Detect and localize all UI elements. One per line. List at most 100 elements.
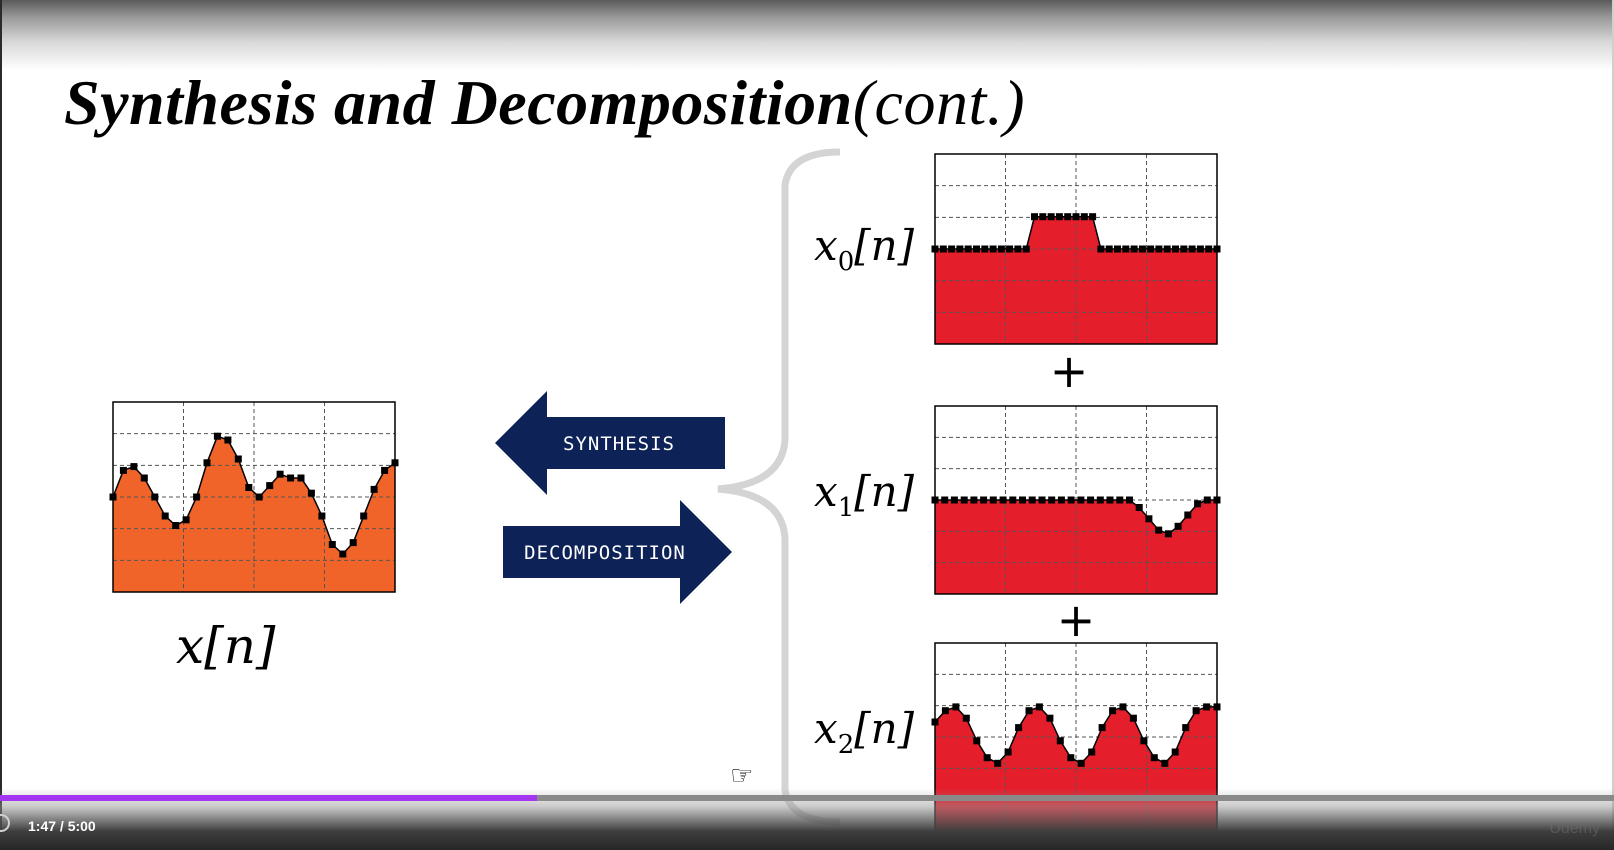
plot-x0-sample-marker xyxy=(1105,245,1113,253)
plot-x1-sample-marker xyxy=(1155,526,1163,534)
slide-title: Synthesis and Decomposition(cont.) xyxy=(64,66,1025,140)
plot-x-sample-marker xyxy=(255,493,263,501)
plot-x1-sample-marker xyxy=(1096,496,1104,504)
progress-bar[interactable] xyxy=(0,795,1614,801)
plot-x-sample-marker xyxy=(349,539,357,547)
plot-x1-sample-marker xyxy=(1203,496,1211,504)
plot-x0-sample-marker xyxy=(1031,213,1038,221)
plot-x1-sample-marker xyxy=(1126,496,1133,504)
synthesis-arrow: SYNTHESIS xyxy=(495,391,725,495)
plot-x1-sample-marker xyxy=(1028,496,1036,504)
plot-x0-sample-marker xyxy=(1180,245,1188,253)
plot-x0-sample-marker xyxy=(1122,245,1130,253)
plot-x-sample-marker xyxy=(234,455,242,463)
plot-x-sample-marker xyxy=(161,512,169,520)
plot-x1-sample-marker xyxy=(1116,496,1124,504)
hand-cursor-icon: ☞ xyxy=(730,761,754,791)
plot-x1-sample-marker xyxy=(1164,530,1172,538)
plot-x-sample-marker xyxy=(140,474,148,482)
plot-x1-sample-marker xyxy=(1087,496,1095,504)
plot-x0-sample-marker xyxy=(1014,245,1022,253)
plot-x-sample-marker xyxy=(266,482,274,490)
right-edge xyxy=(1612,0,1614,850)
plot-x xyxy=(109,401,399,593)
plot-x0-sample-marker xyxy=(956,245,964,253)
plot-x2-sample-marker xyxy=(1025,707,1033,715)
plot-x0-sample-marker xyxy=(1205,245,1213,253)
plot-x1-sample-marker xyxy=(1048,496,1056,504)
time-readout: 1:47 / 5:00 xyxy=(28,818,96,834)
plot-x2-sample-marker xyxy=(1088,748,1096,756)
plot-x2-sample-marker xyxy=(1119,703,1127,711)
plot-x1-sample-marker xyxy=(1135,504,1143,511)
plot-x2-curve xyxy=(934,706,1217,765)
plot-x0-sample-marker xyxy=(1155,245,1163,253)
plot-x0-sample-marker xyxy=(1147,245,1155,253)
plot-x2-sample-marker xyxy=(1067,754,1075,762)
label-x0-sub: 0 xyxy=(838,247,855,277)
plot-x-sample-marker xyxy=(307,489,315,497)
label-x1: x1[n] xyxy=(814,467,915,523)
plot-x2-sample-marker xyxy=(1129,714,1137,722)
plot-x-sample-marker xyxy=(193,493,201,501)
plot-x1-sample-marker xyxy=(1194,500,1202,508)
label-x2-base: x xyxy=(814,704,838,753)
plot-x0-sample-marker xyxy=(1055,213,1063,221)
label-x0-base: x xyxy=(814,221,838,270)
slide-title-cont: (cont.) xyxy=(852,67,1026,138)
plot-x-sample-marker xyxy=(360,512,368,520)
plot-x-curve xyxy=(112,435,396,556)
plot-x2-sample-marker xyxy=(952,703,960,711)
replay-icon[interactable] xyxy=(0,814,10,832)
plot-x1-sample-marker xyxy=(970,496,978,504)
label-x1-sub: 1 xyxy=(838,493,855,523)
plot-x1-sample-marker xyxy=(1106,496,1114,504)
plot-x-sample-marker xyxy=(119,466,127,474)
plot-x1 xyxy=(931,405,1221,595)
plot-x2-sample-marker xyxy=(1203,703,1211,711)
decomposition-label: DECOMPOSITION xyxy=(524,542,686,564)
plot-x-sample-marker xyxy=(381,466,389,474)
plus-sign-2: + xyxy=(1057,593,1096,647)
plot-x0-sample-marker xyxy=(1196,245,1204,253)
plot-x0-sample-marker xyxy=(1047,213,1055,221)
plot-x1-sample-marker xyxy=(1184,511,1192,519)
label-x2: x2[n] xyxy=(814,704,915,760)
plot-x2-sample-marker xyxy=(1077,759,1085,767)
plot-x0-sample-marker xyxy=(1114,245,1121,253)
plot-x2-sample-marker xyxy=(1056,737,1064,745)
plot-x-sample-marker xyxy=(328,541,336,548)
plot-x2-sample-marker xyxy=(1171,748,1179,756)
label-x1-base: x xyxy=(814,467,838,516)
plot-x2-sample-marker xyxy=(1004,748,1012,756)
plot-x-sample-marker xyxy=(318,512,326,520)
plot-x-sample-marker xyxy=(151,493,159,501)
plot-x1-sample-marker xyxy=(980,496,988,504)
plot-x-sample-marker xyxy=(245,484,253,491)
plot-x1-sample-marker xyxy=(989,496,997,504)
plus-sign-1: + xyxy=(1050,344,1089,398)
plot-x2-sample-marker xyxy=(1035,703,1043,711)
plot-x1-sample-marker xyxy=(1009,496,1017,504)
plot-x1-sample-marker xyxy=(1077,496,1085,504)
plot-x0-sample-marker xyxy=(948,245,956,253)
label-x2-sub: 2 xyxy=(838,730,855,760)
slide-title-main: Synthesis and Decomposition xyxy=(64,67,853,138)
plot-x2-sample-marker xyxy=(1161,759,1169,767)
plot-x2-sample-marker xyxy=(1109,707,1117,715)
decomposition-arrow: DECOMPOSITION xyxy=(503,500,732,604)
left-edge xyxy=(0,0,2,850)
plot-x0-frame xyxy=(934,153,1218,345)
plot-x2-sample-marker xyxy=(983,754,991,762)
plot-x0-sample-marker xyxy=(973,245,980,253)
plot-x1-sample-marker xyxy=(960,496,968,504)
plot-x2-sample-marker xyxy=(962,714,970,722)
plot-x2-sample-marker xyxy=(1046,714,1054,722)
plot-x-sample-marker xyxy=(339,550,347,558)
plot-x-sample-marker xyxy=(203,459,211,467)
plot-x0 xyxy=(931,153,1221,345)
plot-x0-sample-marker xyxy=(1006,245,1014,253)
plot-x0-sample-marker xyxy=(964,245,972,253)
plot-x0-sample-marker xyxy=(989,245,997,253)
